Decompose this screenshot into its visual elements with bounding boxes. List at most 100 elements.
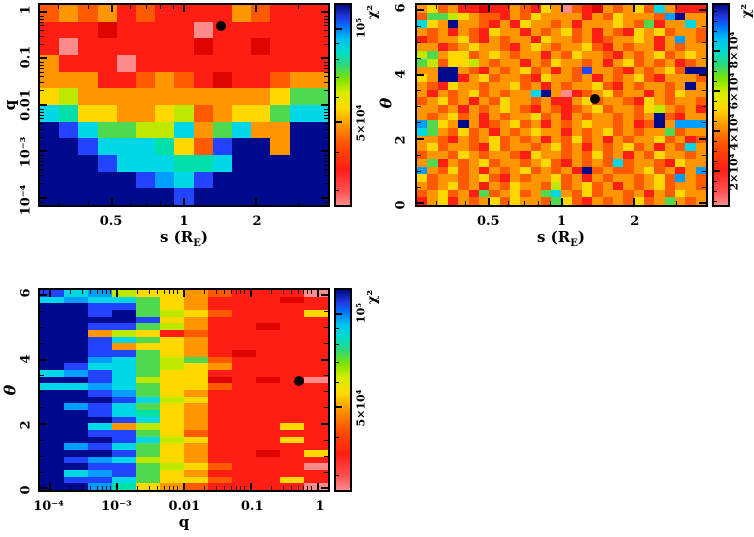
heatmap-cell [644,58,655,67]
heatmap-cell [644,35,655,44]
heatmap-cell [561,5,572,13]
heatmap-cell [232,476,256,484]
axis-tick-minor [523,201,525,205]
axis-tick-minor [40,118,44,120]
heatmap-cell [184,290,208,297]
heatmap-cell [551,28,562,36]
axis-tick-minor [88,201,90,205]
heatmap-cell [232,290,256,297]
heatmap-cell [232,323,256,330]
heatmap-cell [520,189,531,198]
heatmap-cell [155,5,175,22]
heatmap-cell [592,66,603,75]
heatmap-cell [582,51,593,59]
axis-tick-minor [435,201,437,205]
axis-tick-minor [40,164,44,166]
heatmap-cell [582,181,593,190]
heatmap-cell [232,483,256,490]
axis-tick-minor [40,29,44,31]
heatmap-cell [212,171,232,189]
heatmap-cell [509,151,521,159]
heatmap-cell [644,97,655,105]
heatmap-cell [468,128,479,136]
heatmap-cell [613,35,624,44]
heatmap-cell [160,436,184,444]
heatmap-cell [561,66,572,75]
heatmap-cell [623,128,634,136]
heatmap-s-theta [415,3,708,207]
heatmap-cell [540,197,552,205]
heatmap-cell [571,166,583,175]
heatmap-cell [675,166,686,175]
axis-tick-major [40,196,47,199]
heatmap-cell [675,128,686,136]
heatmap-cell [520,81,531,90]
best-fit-marker [293,376,304,387]
heatmap-cell [613,20,624,29]
heatmap-cell [184,483,208,490]
heatmap-cell [561,143,572,152]
heatmap-cell [592,112,603,121]
colorbar-tick-minor [336,58,339,60]
heatmap-cell [155,54,175,72]
axis-tick-minor [702,186,706,188]
heatmap-cell [520,151,531,159]
heatmap-cell [571,97,583,105]
colorbar-tick-minor [714,70,717,72]
axis-tick-major [40,57,47,60]
heatmap-cell [64,316,88,324]
heatmap-cell [64,343,88,350]
heatmap-cell [499,5,510,13]
heatmap-cell [458,158,469,167]
heatmap-cell [654,43,665,52]
heatmap-cell [540,174,552,182]
heatmap-cell [675,81,686,90]
heatmap-cell [675,189,686,198]
colorbar-tick-major [714,130,720,132]
heatmap-cell [571,74,583,82]
heatmap-cell [116,121,136,139]
heatmap-cell [212,88,232,105]
heatmap-cell [136,429,160,437]
heatmap-cell [280,423,304,430]
heatmap-cell [685,51,696,59]
heatmap-cell [695,97,706,105]
heatmap-cell [193,38,213,55]
heatmap-cell [447,104,459,113]
axis-tick-minor [40,161,44,163]
axis-tick-minor [675,5,677,9]
heatmap-cell [232,104,252,122]
heatmap-cell [695,5,706,13]
heatmap-cell [232,309,256,317]
heatmap-cell [40,449,64,457]
heatmap-cell [136,290,160,297]
axis-tick-minor [302,290,304,294]
heatmap-cell [664,43,676,52]
heatmap-cell [540,12,552,21]
heatmap-cell [116,54,136,72]
heatmap-cell [633,12,645,21]
heatmap-cell [664,120,676,129]
axis-tick-minor [324,25,328,27]
heatmap-cell [654,120,665,129]
heatmap-cell [208,349,232,357]
heatmap-cell [64,409,88,417]
heatmap-cell [232,336,256,344]
heatmap-cell [633,74,645,82]
heatmap-cell [675,43,686,52]
heatmap-cell [644,174,655,182]
heatmap-cell [232,349,256,357]
heatmap-cell [136,376,160,384]
heatmap-cell [520,174,531,182]
heatmap-cell [540,35,552,44]
heatmap-cell [695,28,706,36]
heatmap-cell [499,28,510,36]
heatmap-cell [458,143,469,152]
heatmap-cell [458,151,469,159]
heatmap-cell [509,66,521,75]
heatmap-cell [112,316,136,324]
heatmap-cell [232,171,252,189]
heatmap-cell [489,174,500,182]
heatmap-cell [458,135,469,144]
heatmap-cell [88,303,112,310]
